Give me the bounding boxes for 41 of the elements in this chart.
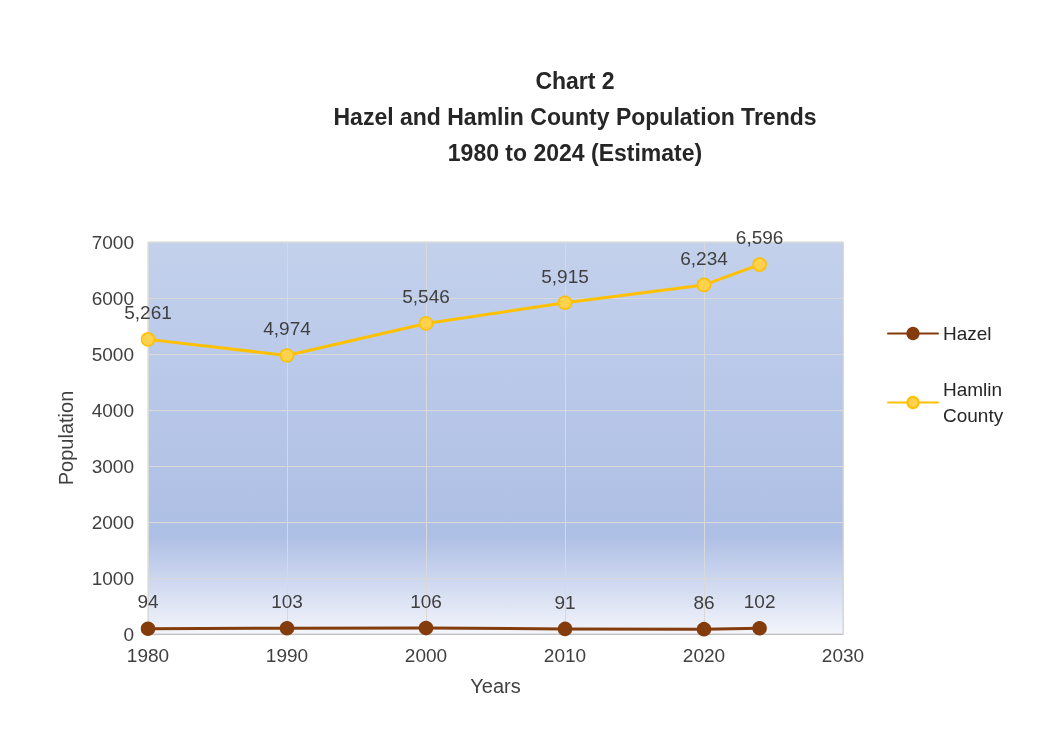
legend-label: Hamlin County (943, 379, 1008, 426)
y-tick-label: 7000 (91, 231, 134, 253)
point (140, 332, 156, 347)
y-tick-label: 0 (123, 623, 134, 645)
point (696, 621, 712, 637)
point (418, 620, 434, 636)
y-tick-label: 1000 (91, 567, 134, 589)
chart-title: Chart 2 Hazel and Hamlin County Population Trends 1980 to 2024 (Estimate) (333, 68, 817, 166)
data-label: 94 (137, 591, 159, 613)
x-tick-label: 1990 (265, 645, 309, 666)
point (418, 316, 434, 331)
x-tick-label: 2030 (821, 645, 865, 666)
data-label: 86 (693, 591, 715, 613)
data-label: 5,546 (402, 286, 450, 308)
y-tick-label: 2000 (91, 511, 134, 533)
y-tick-label: 5000 (91, 343, 134, 365)
data-label: 106 (410, 590, 442, 612)
data-label: 4,974 (263, 318, 312, 340)
point (279, 620, 295, 636)
data-label: 6,234 (680, 247, 729, 269)
x-tick-label: 2020 (682, 645, 726, 666)
point (557, 295, 573, 311)
point (696, 277, 712, 293)
legend-label: Hazel (943, 323, 992, 344)
point (752, 257, 767, 272)
x-axis-title: Years (470, 675, 521, 697)
data-label: 91 (554, 591, 576, 613)
data-label: 5,915 (541, 265, 589, 287)
x-tick-label: 2000 (404, 645, 448, 666)
x-tick-label: 2010 (543, 645, 587, 666)
y-tick-label: 3000 (91, 455, 134, 477)
point (279, 348, 295, 363)
data-label: 103 (271, 590, 303, 612)
y-tick-label: 4000 (91, 399, 134, 421)
data-label: 102 (743, 591, 776, 613)
data-label: 6,596 (735, 227, 784, 249)
point (752, 621, 767, 636)
point (140, 621, 156, 636)
point (557, 621, 573, 637)
y-axis-title: Population (55, 390, 77, 486)
x-tick-label: 1980 (126, 645, 170, 666)
